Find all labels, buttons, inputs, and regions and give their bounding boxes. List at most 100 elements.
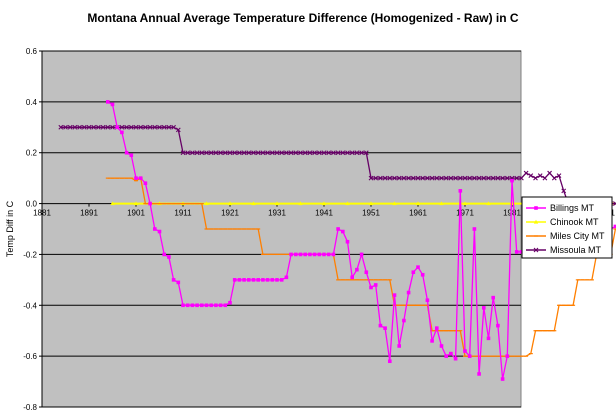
- series-line: [60, 126, 616, 205]
- data-point: [425, 175, 430, 181]
- legend-label: Missoula MT: [550, 245, 602, 255]
- data-point: [331, 252, 336, 257]
- data-point: [533, 175, 538, 181]
- data-point: [495, 175, 501, 181]
- data-point: [143, 181, 148, 186]
- data-point: [91, 124, 97, 130]
- data-point: [194, 150, 200, 156]
- data-point: [406, 290, 411, 295]
- data-point: [397, 344, 401, 348]
- data-point: [157, 124, 162, 130]
- data-point: [523, 170, 529, 176]
- data-point: [472, 175, 477, 181]
- data-point: [143, 124, 148, 130]
- data-point: [167, 255, 171, 259]
- data-point: [341, 229, 345, 234]
- data-point: [128, 124, 134, 130]
- data-point: [354, 150, 360, 156]
- data-point: [110, 102, 115, 107]
- data-point: [162, 252, 166, 257]
- data-point: [457, 175, 463, 181]
- data-point: [284, 150, 289, 156]
- data-point: [180, 150, 186, 156]
- data-point: [359, 150, 364, 156]
- data-point: [288, 150, 294, 156]
- data-point: [411, 270, 416, 275]
- data-point: [106, 100, 110, 104]
- data-point: [242, 278, 246, 282]
- x-tick-label: 1911: [174, 209, 192, 218]
- data-point: [265, 278, 270, 282]
- data-point: [63, 124, 68, 130]
- y-tick-label: -0.2: [23, 250, 37, 259]
- data-point: [382, 175, 388, 181]
- data-point: [533, 247, 539, 253]
- data-point: [157, 229, 162, 234]
- data-point: [185, 303, 190, 308]
- data-point: [439, 175, 444, 181]
- data-point: [289, 252, 293, 257]
- data-point: [208, 150, 214, 156]
- data-point: [317, 252, 322, 257]
- data-point: [335, 150, 341, 156]
- x-tick-label: 1891: [80, 209, 98, 218]
- data-point: [491, 295, 495, 300]
- data-point: [308, 252, 312, 257]
- data-point: [153, 227, 157, 231]
- data-point: [453, 356, 458, 361]
- data-point: [458, 189, 463, 193]
- x-tick-label: 1901: [127, 209, 145, 218]
- data-point: [302, 150, 308, 156]
- data-point: [251, 201, 256, 206]
- data-point: [336, 227, 340, 231]
- data-point: [176, 280, 181, 285]
- data-point: [72, 124, 78, 130]
- data-point: [514, 250, 519, 254]
- data-point: [420, 272, 425, 277]
- data-point: [171, 124, 176, 130]
- data-point: [241, 150, 247, 156]
- data-point: [345, 150, 350, 156]
- y-tick-label: 0.4: [26, 98, 38, 107]
- data-point: [453, 175, 458, 181]
- data-point: [481, 175, 487, 181]
- data-point: [307, 150, 313, 156]
- data-point: [415, 201, 421, 206]
- data-point: [279, 150, 285, 156]
- data-point: [486, 175, 491, 181]
- data-point: [350, 275, 354, 280]
- data-point: [152, 124, 158, 130]
- y-tick-label: 0.0: [26, 200, 38, 209]
- x-tick-label: 1941: [315, 209, 333, 218]
- data-point: [368, 201, 374, 206]
- data-point: [298, 150, 303, 156]
- data-point: [218, 150, 223, 156]
- data-point: [213, 150, 219, 156]
- data-point: [204, 150, 209, 156]
- data-point: [232, 278, 237, 282]
- data-point: [519, 250, 524, 254]
- series-missoula-mt: [58, 124, 616, 206]
- y-axis-label: Temp Diff in C: [5, 200, 15, 257]
- y-tick-label: -0.8: [23, 403, 37, 412]
- data-point: [284, 275, 289, 280]
- data-point: [251, 278, 256, 282]
- data-point: [247, 278, 251, 282]
- data-point: [190, 303, 195, 308]
- data-point: [279, 278, 284, 282]
- data-point: [124, 150, 129, 155]
- data-point: [218, 303, 223, 308]
- data-point: [81, 124, 87, 130]
- data-point: [359, 252, 364, 257]
- data-point: [270, 278, 275, 282]
- data-point: [482, 306, 486, 310]
- data-point: [613, 202, 616, 206]
- data-point: [388, 359, 392, 364]
- y-tick-label: 0.2: [26, 149, 38, 158]
- data-point: [209, 303, 213, 308]
- data-point: [138, 176, 143, 180]
- data-point: [181, 303, 185, 308]
- data-point: [58, 124, 64, 130]
- data-point: [274, 201, 280, 206]
- data-point: [166, 124, 172, 130]
